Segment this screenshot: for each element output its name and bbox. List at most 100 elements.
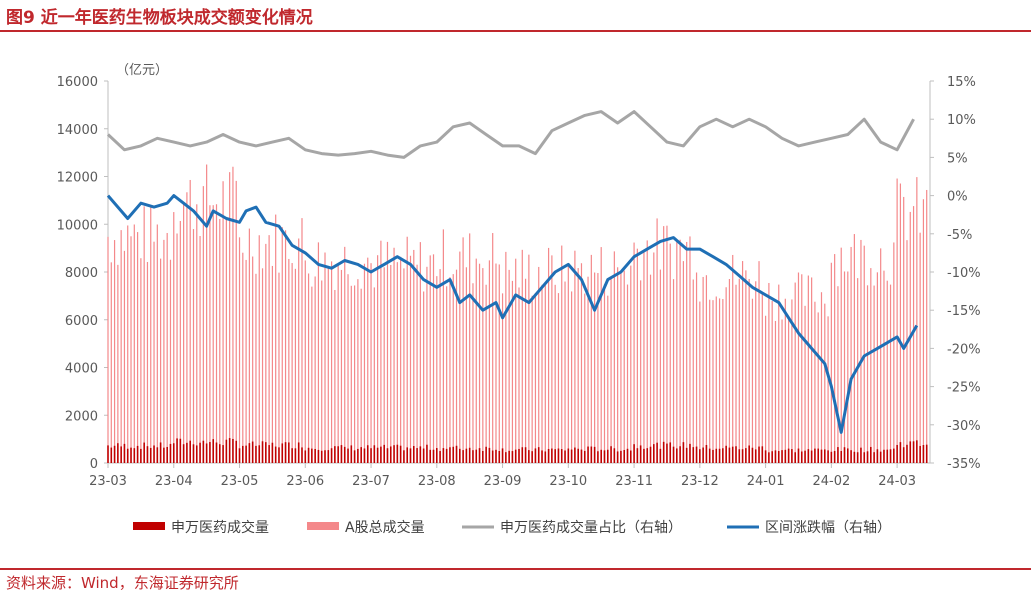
bar-a-total [853,234,855,463]
bar-a-total [916,177,918,463]
bar-sw-volume [909,441,912,463]
bar-a-total [534,292,537,463]
bar-sw-volume [324,450,326,463]
legend-label: 申万医药成交量占比（右轴） [500,519,682,536]
bar-a-total [123,250,126,463]
bar-a-total [649,274,652,463]
bar-a-total [702,276,704,463]
y-right-tick-label: -10% [947,266,981,281]
bar-sw-volume [823,449,826,463]
bar-a-total [245,259,247,463]
bar-sw-volume [850,450,852,463]
bar-a-total [396,262,398,463]
bar-a-total [912,206,915,463]
bar-sw-volume [153,445,155,463]
bar-sw-volume [334,446,336,463]
bar-a-total [843,271,846,463]
bar-sw-volume [623,449,626,463]
bar-a-total [347,274,349,463]
bar-sw-volume [107,445,109,463]
x-tick-label: 23-04 [155,474,193,489]
title-rule [0,30,1031,32]
bar-a-total [196,204,198,463]
bar-a-total [725,287,727,463]
bar-sw-volume [140,448,142,463]
bar-sw-volume [863,452,866,463]
bar-a-total [248,228,250,463]
bar-sw-volume [613,448,616,463]
bar-a-total [620,271,622,463]
bar-a-total [603,284,606,463]
bar-a-total [672,279,675,463]
bar-sw-volume [560,449,563,463]
bar-sw-volume [366,445,369,463]
bar-a-total [446,286,448,463]
bar-sw-volume [192,444,195,463]
x-tick-label: 23-11 [615,474,653,489]
bar-a-total [117,264,119,463]
bar-a-total [429,255,431,463]
bar-sw-volume [574,447,576,463]
bar-a-total [179,220,181,463]
bar-a-total [265,243,267,463]
bar-a-total [518,287,520,463]
bar-sw-volume [616,451,619,463]
y-left-tick-label: 12000 [57,171,98,186]
x-tick-label: 23-06 [286,474,324,489]
bar-sw-volume [853,451,856,463]
bar-a-total [370,263,372,463]
bar-sw-volume [301,447,303,463]
bar-sw-volume [403,450,405,463]
y-left-tick-label: 16000 [57,75,98,90]
bar-sw-volume [643,448,645,463]
bar-sw-volume [662,441,665,463]
bar-a-total [669,243,671,463]
bar-sw-volume [327,450,330,463]
bar-a-total [574,250,576,463]
bar-a-total [409,255,412,463]
bar-a-total [663,226,665,463]
bar-sw-volume [758,446,760,463]
bar-sw-volume [235,440,238,463]
bar-sw-volume [702,447,704,463]
bar-sw-volume [294,448,297,463]
bar-sw-volume [278,447,280,463]
bar-sw-volume [117,443,119,463]
bar-sw-volume [606,449,609,463]
bar-sw-volume [879,451,882,463]
bar-a-total [337,263,339,463]
bar-a-total [801,274,803,463]
bar-a-total [192,229,195,463]
bar-sw-volume [567,448,570,463]
bar-sw-volume [110,447,113,463]
bar-a-total [571,291,573,463]
bar-a-total [866,285,869,463]
bar-a-total [557,293,560,463]
bar-sw-volume [406,447,409,463]
bar-a-total [232,166,234,463]
bar-a-total [173,212,175,463]
bar-a-total [646,240,648,463]
bar-a-total [679,239,681,463]
legend-label: A股总成交量 [345,519,425,536]
bar-a-total [600,247,602,463]
bar-a-total [436,276,438,463]
bar-a-total [288,258,290,463]
bar-sw-volume [130,447,132,463]
bar-sw-volume [847,448,849,463]
bar-sw-volume [245,445,247,463]
bar-sw-volume [735,446,737,463]
bar-sw-volume [156,447,159,463]
bar-a-total [127,225,129,463]
bar-a-total [817,312,819,463]
bar-sw-volume [284,442,287,463]
bar-sw-volume [495,449,497,463]
bar-a-total [330,261,333,463]
bar-a-total [597,273,599,463]
bar-a-total [314,276,316,463]
bar-a-total [472,283,474,463]
bar-a-total [113,240,116,463]
y-left-tick-label: 8000 [65,266,98,281]
bar-sw-volume [357,448,359,463]
bar-sw-volume [432,449,435,463]
